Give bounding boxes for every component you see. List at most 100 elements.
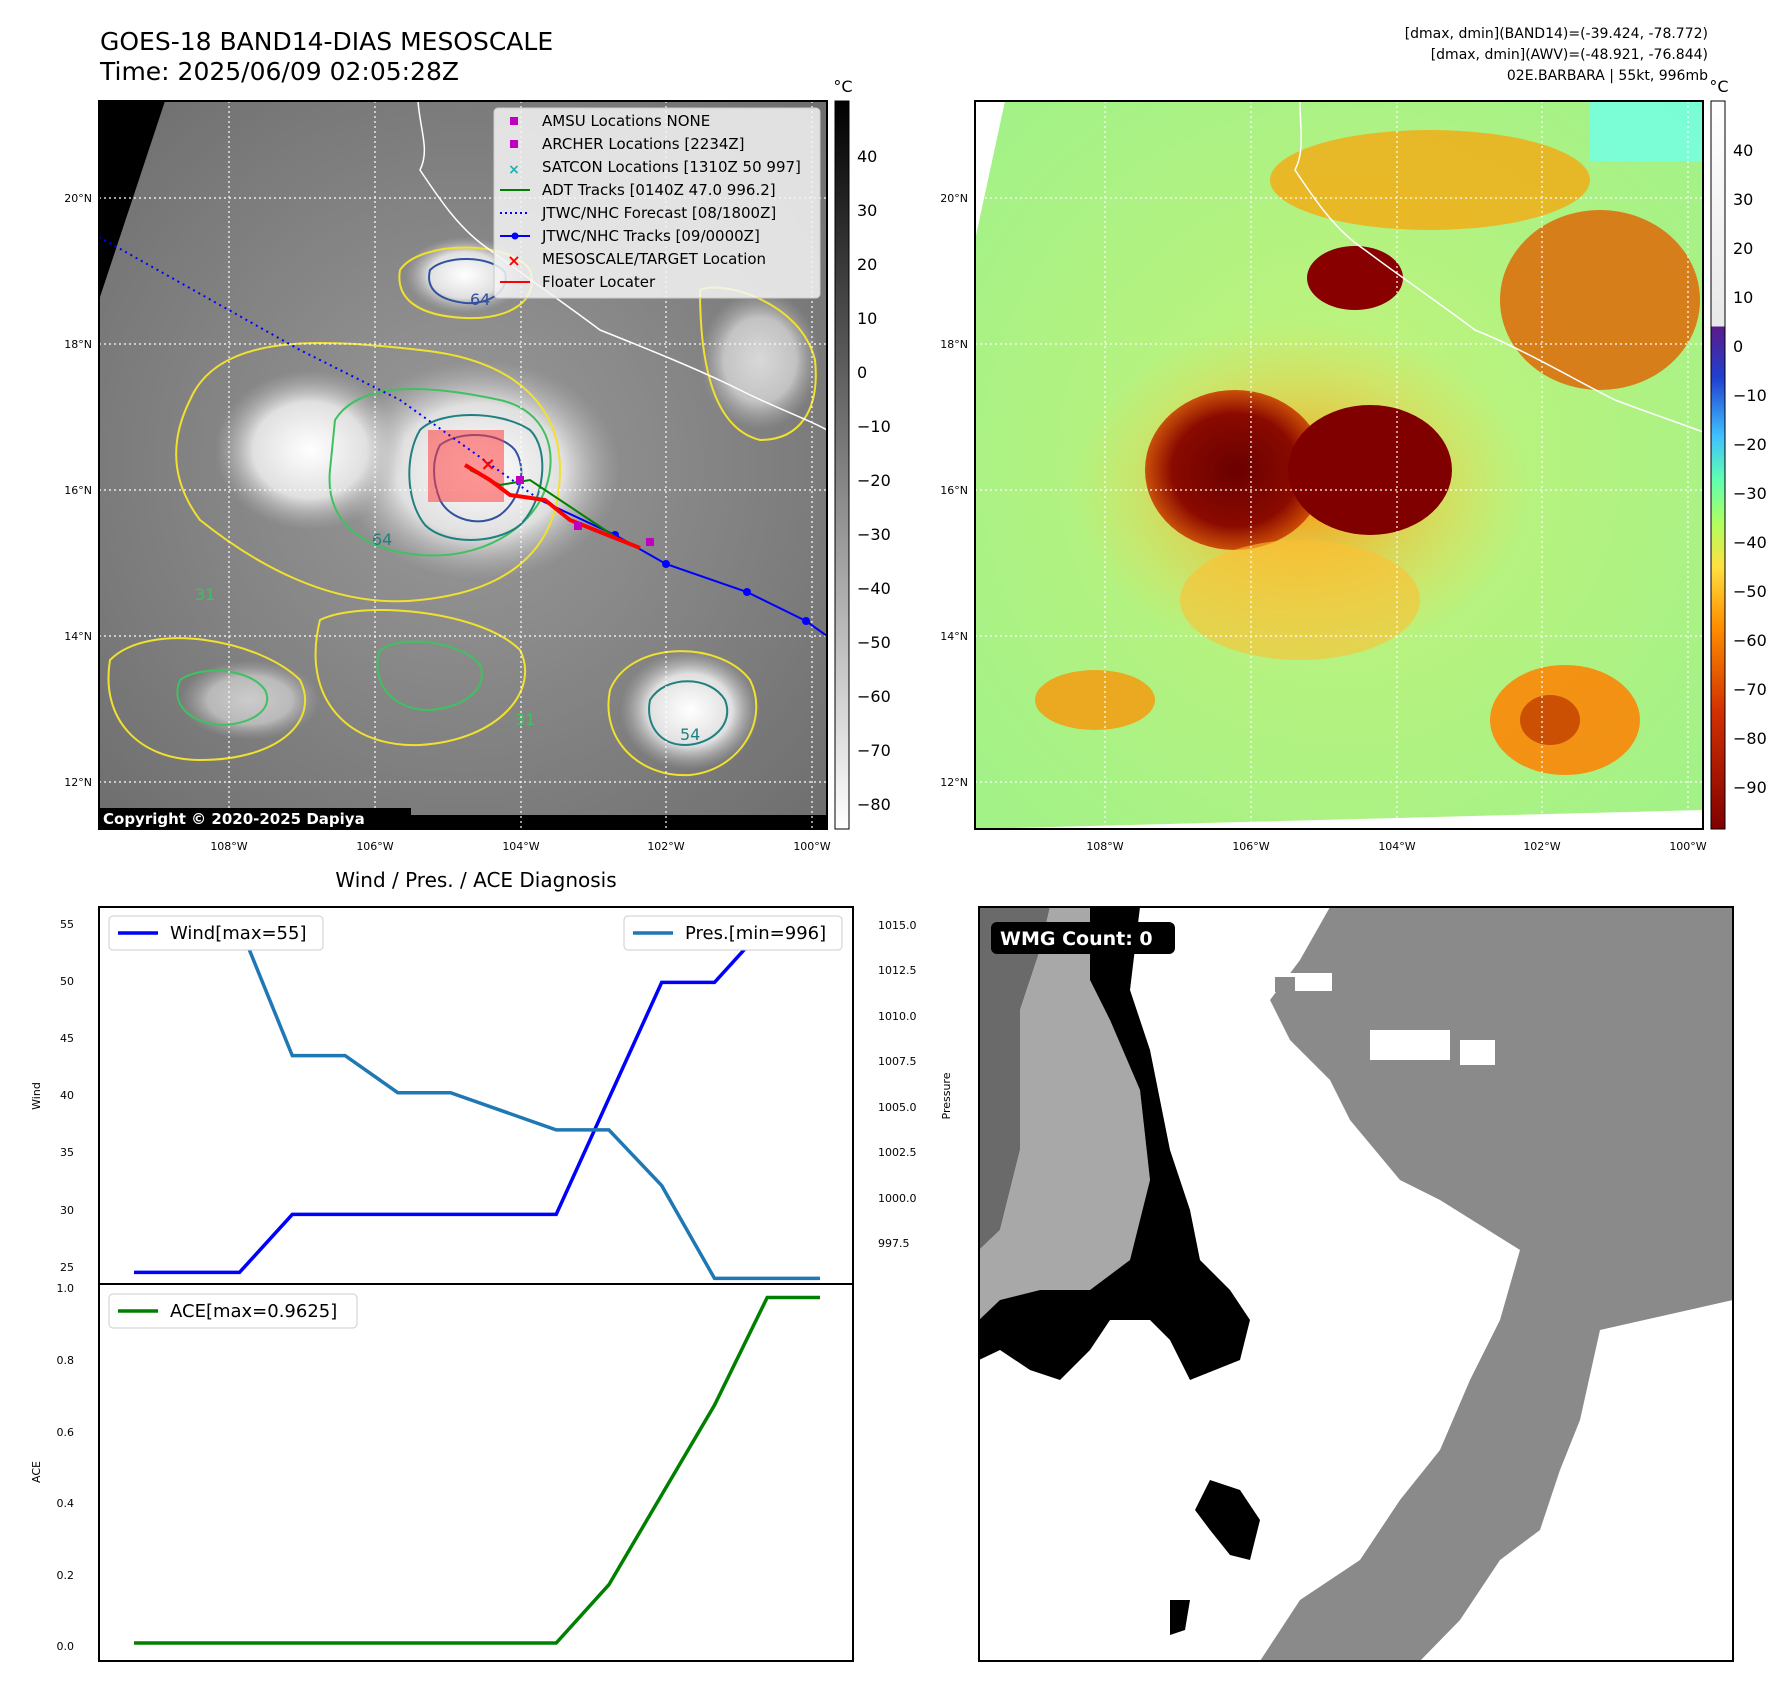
- contour-31-s: [314, 609, 526, 747]
- contour-64-main: [408, 414, 544, 541]
- svg-text:−80: −80: [857, 795, 891, 814]
- svg-text:14°N: 14°N: [64, 630, 92, 643]
- legend-label-adt: ADT Tracks [0140Z 47.0 996.2]: [542, 181, 776, 199]
- right-lat-labels: 20°N 18°N 16°N 14°N 12°N: [940, 192, 968, 789]
- copyright-bg: [99, 808, 411, 829]
- svg-text:1000.0: 1000.0: [878, 1192, 917, 1205]
- svg-text:−60: −60: [857, 687, 891, 706]
- title-line2: Time: 2025/06/09 02:05:28Z: [99, 57, 459, 86]
- contour-label-64-north: 64: [470, 290, 490, 309]
- pres-legend-label: Pres.[min=996]: [685, 923, 826, 944]
- info-line3: 02E.BARBARA | 55kt, 996mb: [1507, 68, 1708, 84]
- legend-marker-amsu: [510, 117, 518, 125]
- ace-ylabel: ACE: [30, 1461, 43, 1483]
- awv-colorbar: [1710, 100, 1726, 830]
- awv-band-ne: [1500, 210, 1700, 390]
- svg-text:20°N: 20°N: [940, 192, 968, 205]
- ace-legend-label: ACE[max=0.9625]: [170, 1301, 337, 1322]
- wmg-count-badge: [991, 922, 1175, 954]
- ir-colorbar-unit: °C: [833, 77, 852, 96]
- wmg-panel: WMG Count: 0: [978, 906, 1734, 1662]
- svg-text:40: 40: [60, 1089, 74, 1102]
- ir-cloud-west: [215, 370, 405, 530]
- svg-text:45: 45: [60, 1032, 74, 1045]
- svg-text:1010.0: 1010.0: [878, 1010, 917, 1023]
- svg-text:−80: −80: [1733, 729, 1767, 748]
- map-legend: AMSU Locations NONE ARCHER Locations [22…: [493, 107, 821, 299]
- legend-box: [493, 107, 821, 299]
- svg-text:1007.5: 1007.5: [878, 1055, 917, 1068]
- svg-text:−40: −40: [1733, 533, 1767, 552]
- svg-text:0.6: 0.6: [57, 1426, 75, 1439]
- svg-text:100°W: 100°W: [793, 840, 830, 853]
- svg-text:−70: −70: [1733, 680, 1767, 699]
- svg-text:−20: −20: [1733, 435, 1767, 454]
- svg-text:−10: −10: [857, 417, 891, 436]
- archer-marker-2: [574, 522, 582, 530]
- svg-text:0.8: 0.8: [57, 1354, 75, 1367]
- svg-text:−90: −90: [1733, 778, 1767, 797]
- wmg-darkgray-region: [979, 907, 1050, 1250]
- left-lat-labels: 20°N 18°N 16°N 14°N 12°N: [64, 192, 92, 789]
- svg-text:−10: −10: [1733, 386, 1767, 405]
- awv-cdo-north: [1307, 246, 1403, 310]
- wind-series-line: [134, 922, 820, 1275]
- ace-series-line: [134, 1295, 820, 1645]
- awv-nodata-bottom: [975, 810, 1703, 829]
- awv-colorbar-unit: °C: [1709, 77, 1728, 96]
- svg-text:1.0: 1.0: [57, 1282, 75, 1295]
- svg-text:20°N: 20°N: [64, 192, 92, 205]
- svg-text:102°W: 102°W: [647, 840, 684, 853]
- svg-text:0: 0: [1733, 337, 1743, 356]
- awv-se-blob-core: [1520, 695, 1580, 745]
- wmg-gray-region: [1260, 907, 1733, 1661]
- legend-label-mesoscale: MESOSCALE/TARGET Location: [542, 250, 766, 268]
- wind-pres-panel: 55 50 45 40 35 30 25 1015.0 1012.5 1010.…: [30, 906, 953, 1285]
- legend-marker-satcon: ×: [508, 162, 520, 178]
- svg-text:104°W: 104°W: [1378, 840, 1415, 853]
- ir-cloud-ne: [700, 290, 820, 430]
- svg-text:106°W: 106°W: [356, 840, 393, 853]
- svg-text:−50: −50: [1733, 582, 1767, 601]
- title-line1: GOES-18 BAND14-DIAS MESOSCALE: [100, 27, 553, 56]
- wind-legend-box: [108, 915, 324, 951]
- svg-text:12°N: 12°N: [64, 776, 92, 789]
- svg-text:20: 20: [857, 255, 877, 274]
- svg-text:−30: −30: [1733, 484, 1767, 503]
- info-line1: [dmax, dmin](BAND14)=(-39.424, -78.772): [1405, 26, 1708, 42]
- svg-text:1015.0: 1015.0: [878, 919, 917, 932]
- svg-text:18°N: 18°N: [64, 338, 92, 351]
- copyright-text: Copyright © 2020-2025 Dapiya: [103, 810, 365, 828]
- svg-text:104°W: 104°W: [502, 840, 539, 853]
- svg-text:106°W: 106°W: [1232, 840, 1269, 853]
- svg-text:0.2: 0.2: [57, 1569, 75, 1582]
- svg-text:18°N: 18°N: [940, 338, 968, 351]
- awv-sw-blob: [1035, 670, 1155, 730]
- contour-54-sw: [176, 669, 269, 727]
- svg-text:16°N: 16°N: [940, 484, 968, 497]
- pres-legend-box: [623, 915, 843, 951]
- forecast-track: [99, 236, 541, 501]
- ir-colorbar: [834, 100, 850, 830]
- coastline-left: [417, 101, 827, 431]
- mesoscale-target-marker: ×: [480, 454, 495, 475]
- ir-cloud-sw: [180, 660, 320, 740]
- pres-ticks: 1015.0 1012.5 1010.0 1007.5 1005.0 1002.…: [878, 919, 917, 1250]
- archer-marker: [516, 476, 524, 484]
- svg-text:0.4: 0.4: [57, 1497, 75, 1510]
- svg-text:102°W: 102°W: [1523, 840, 1560, 853]
- svg-text:20: 20: [1733, 239, 1753, 258]
- legend-marker-mesoscale: ×: [507, 251, 520, 270]
- contour-label-64-main: 64: [372, 530, 392, 549]
- svg-text:100°W: 100°W: [1669, 840, 1706, 853]
- svg-text:1012.5: 1012.5: [878, 964, 917, 977]
- pres-ylabel: Pressure: [940, 1072, 953, 1119]
- ir-cloud-se: [620, 650, 760, 770]
- awv-map-frame: [974, 100, 1704, 830]
- svg-text:25: 25: [60, 1261, 74, 1274]
- ir-nodata-corner: [99, 101, 165, 300]
- svg-text:30: 30: [60, 1204, 74, 1217]
- contour-31-ne: [698, 286, 817, 442]
- contour-label-31-sw: 31: [195, 585, 215, 604]
- svg-text:30: 30: [857, 201, 877, 220]
